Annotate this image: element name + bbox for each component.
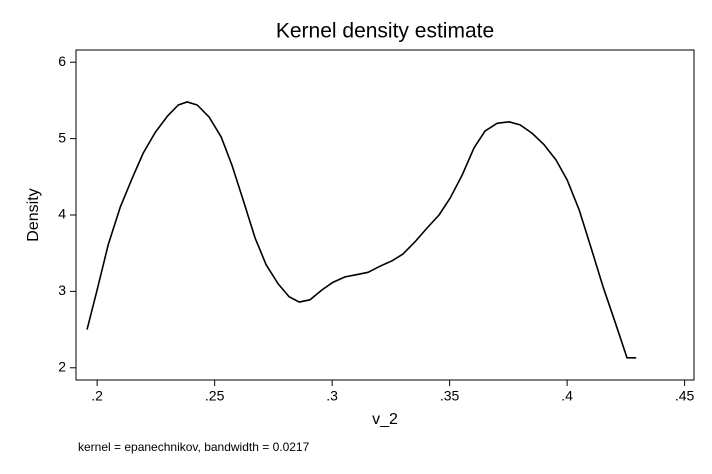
y-axis-label: Density bbox=[25, 188, 42, 241]
x-axis-label: v_2 bbox=[372, 411, 398, 428]
note: kernel = epanechnikov, bandwidth = 0.021… bbox=[78, 440, 310, 454]
chart-title: Kernel density estimate bbox=[276, 20, 494, 43]
density-line bbox=[86, 101, 637, 359]
x-tick-label: .25 bbox=[205, 388, 225, 404]
y-tick-label: 4 bbox=[58, 206, 66, 222]
y-tick-label: 6 bbox=[58, 53, 66, 69]
x-tick-label: .45 bbox=[675, 388, 695, 404]
y-tick-label: 5 bbox=[58, 129, 66, 145]
x-tick-label: .2 bbox=[91, 388, 103, 404]
y-tick-label: 3 bbox=[58, 282, 66, 298]
x-tick-label: .3 bbox=[326, 388, 338, 404]
x-tick-label: .4 bbox=[561, 388, 573, 404]
x-tick-label: .35 bbox=[440, 388, 460, 404]
y-tick-label: 2 bbox=[58, 358, 66, 374]
